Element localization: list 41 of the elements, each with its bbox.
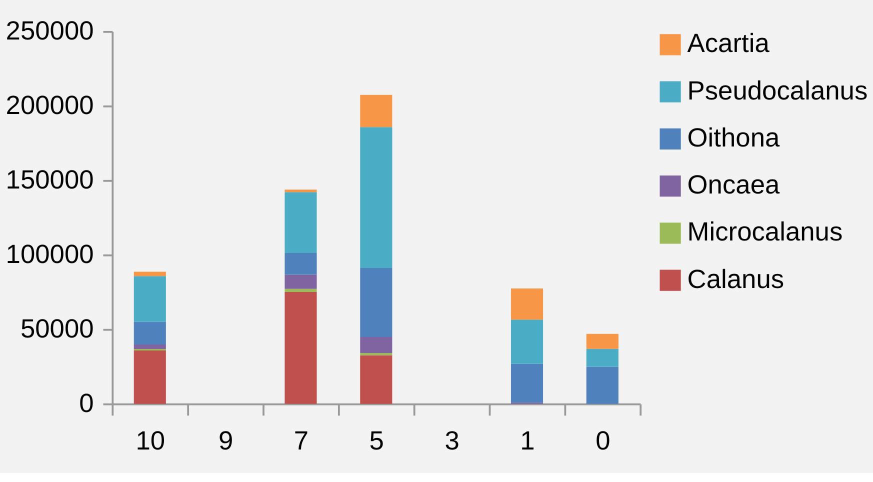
- y-tick-label: 250000: [6, 15, 94, 46]
- y-tick-label: 100000: [6, 238, 94, 269]
- bar: [586, 366, 618, 404]
- bar: [360, 355, 392, 404]
- bar: [134, 276, 166, 322]
- bar: [510, 320, 544, 364]
- legend-label: Acartia: [687, 28, 770, 58]
- bar: [134, 322, 166, 345]
- bar: [134, 272, 166, 276]
- x-tick-label: 7: [294, 426, 309, 456]
- x-tick-label: 10: [136, 426, 166, 456]
- x-tick-label: 9: [218, 426, 234, 456]
- x-tick-label: 1: [520, 426, 535, 456]
- legend-label: Microcalanus: [687, 216, 843, 247]
- y-tick-label: 0: [79, 388, 94, 418]
- x-tick-label: 5: [369, 426, 384, 456]
- bar: [586, 348, 618, 367]
- legend-label: Calanus: [687, 264, 784, 294]
- y-tick-label: 50000: [20, 313, 94, 344]
- bar: [284, 292, 317, 404]
- y-tick-label: 150000: [6, 164, 94, 194]
- y-tick-label: 200000: [6, 90, 94, 120]
- bar: [360, 268, 392, 337]
- bar: [284, 288, 317, 292]
- bar: [360, 336, 392, 354]
- legend-label: Oncaea: [687, 170, 780, 200]
- bar: [586, 334, 618, 349]
- legend-label: Pseudocalanus: [687, 75, 868, 106]
- bar: [284, 192, 317, 253]
- legend-label: Oithona: [687, 122, 780, 152]
- bar: [134, 350, 166, 404]
- bar: [510, 288, 544, 320]
- bar: [284, 274, 317, 289]
- bar: [284, 190, 317, 192]
- bar: [284, 252, 317, 275]
- bar: [360, 94, 392, 128]
- bar: [510, 364, 544, 403]
- x-tick-label: 0: [596, 426, 610, 456]
- bar: [360, 127, 392, 268]
- bar: [134, 344, 166, 350]
- x-tick-label: 3: [444, 426, 460, 456]
